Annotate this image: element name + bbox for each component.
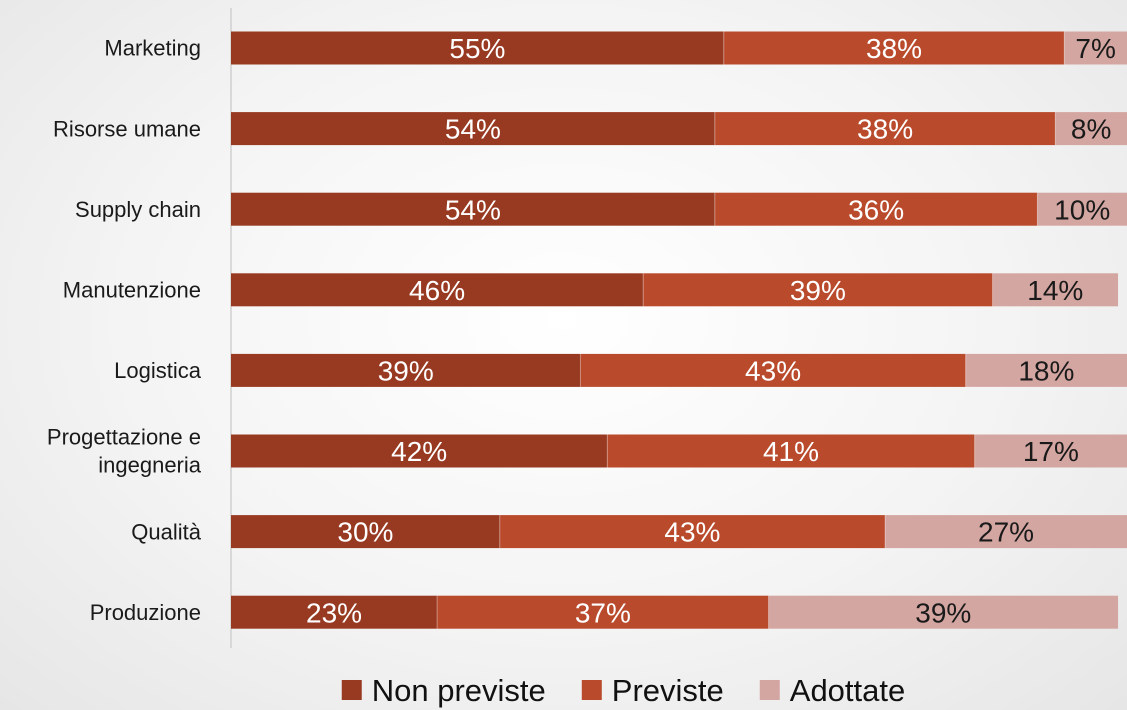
bar-segment-previste	[723, 31, 1065, 65]
bar-segment-non-previste	[231, 353, 581, 387]
bar-segment-adottate	[885, 515, 1127, 549]
category-label: Risorse umane	[53, 116, 201, 141]
bar-segment-non-previste	[231, 192, 715, 226]
bar-segment-previste	[714, 112, 1056, 146]
bar-segment-adottate	[768, 595, 1119, 629]
bar-segment-previste	[580, 353, 966, 387]
data-label: 41%	[763, 436, 819, 467]
category-label: Qualità	[131, 519, 201, 544]
category-label: Manutenzione	[63, 278, 201, 303]
bar-segment-non-previste	[231, 31, 724, 65]
data-label: 10%	[1054, 194, 1110, 225]
data-label: 55%	[449, 33, 505, 64]
legend-label: Adottate	[790, 673, 905, 708]
category-label: Supply chain	[75, 197, 201, 222]
data-label: 39%	[915, 597, 971, 628]
bar-segments	[231, 31, 1127, 629]
data-label: 37%	[575, 597, 631, 628]
bar-segment-non-previste	[231, 595, 438, 629]
data-label: 8%	[1071, 114, 1111, 145]
bar-segment-previste	[499, 515, 886, 549]
data-labels: 55% 38% 7% 54% 38% 8% 54% 36% 10% 46% 39% 14% 39% 43%…	[306, 33, 1116, 628]
bar-segment-adottate	[974, 434, 1127, 468]
bar-segment-previste	[437, 595, 769, 629]
data-label: 23%	[306, 597, 362, 628]
data-label: 54%	[445, 194, 501, 225]
category-label: Marketing	[104, 36, 201, 61]
data-label: 18%	[1018, 355, 1074, 386]
legend-swatch	[341, 680, 362, 700]
category-label: Logistica	[114, 358, 202, 383]
category-labels: Marketing Risorse umane Supply chain Manute…	[47, 36, 202, 625]
data-label: 46%	[409, 275, 465, 306]
data-label: 39%	[378, 355, 434, 386]
legend-label: Non previste	[372, 673, 546, 708]
bar-segment-adottate	[965, 353, 1127, 387]
data-label: 43%	[745, 355, 801, 386]
data-label: 14%	[1027, 275, 1083, 306]
category-label: Progettazione e ingegneria	[47, 425, 202, 478]
bar-segment-adottate	[1064, 31, 1127, 65]
data-label: 36%	[848, 194, 904, 225]
data-label: 7%	[1075, 33, 1115, 64]
legend-swatch	[759, 680, 780, 700]
bar-segment-adottate	[1055, 112, 1127, 146]
data-label: 39%	[790, 275, 846, 306]
bar-segment-non-previste	[231, 112, 715, 146]
bar-segment-previste	[607, 434, 975, 468]
data-label: 30%	[337, 517, 393, 548]
data-label: 42%	[391, 436, 447, 467]
data-label: 43%	[664, 517, 720, 548]
category-label: Produzione	[90, 600, 201, 625]
bar-segment-previste	[714, 192, 1038, 226]
data-label: 27%	[978, 517, 1034, 548]
data-label: 54%	[445, 114, 501, 145]
legend-swatch	[581, 680, 602, 700]
data-label: 38%	[857, 114, 913, 145]
legend-label: Previste	[612, 673, 724, 708]
bar-segment-non-previste	[231, 434, 608, 468]
data-label: 17%	[1023, 436, 1079, 467]
bar-segment-non-previste	[231, 515, 500, 549]
legend: Non previste Previste Adottate	[341, 673, 905, 708]
bar-segment-adottate	[1037, 192, 1127, 226]
data-label: 38%	[866, 33, 922, 64]
bar-segment-adottate	[992, 273, 1119, 307]
bar-segment-non-previste	[231, 273, 644, 307]
bar-segment-previste	[643, 273, 993, 307]
